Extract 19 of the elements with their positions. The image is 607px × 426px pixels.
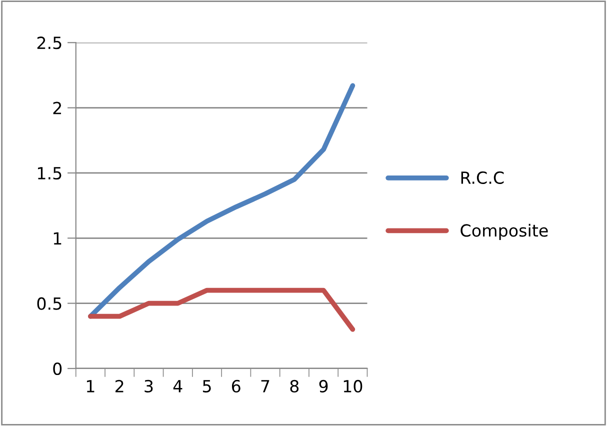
x-tick-label: 8 [290, 380, 299, 392]
x-tick-label: 1 [86, 380, 94, 392]
x-tick-label: 2 [116, 380, 124, 392]
x-tick-label: 5 [202, 380, 211, 392]
x-tick-label: 3 [144, 380, 153, 392]
y-tick-label: 1 [54, 232, 62, 244]
legend-label: R.C.C [461, 171, 504, 184]
x-tick-label: 6 [232, 380, 240, 392]
x-tick-label: 10 [344, 380, 362, 392]
y-tick-label: 2 [53, 102, 62, 114]
x-tick-label: 7 [261, 380, 270, 392]
legend-label: Composite [460, 224, 548, 240]
y-tick-label: 1.5 [38, 167, 62, 180]
y-tick-label: 2.5 [37, 36, 62, 50]
x-tick-label: 9 [319, 380, 328, 392]
y-tick-label: 0.5 [37, 297, 62, 310]
x-tick-label: 4 [173, 380, 182, 392]
line-series [88, 288, 356, 332]
y-tick-label: 0 [53, 362, 62, 376]
